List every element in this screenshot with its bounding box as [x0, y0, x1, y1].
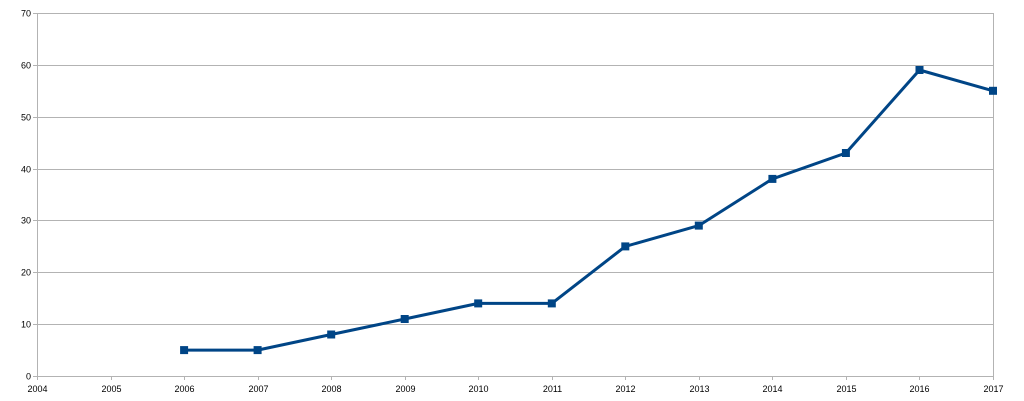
data-point-2007	[253, 346, 262, 355]
data-point-2017	[989, 86, 997, 95]
data-point-2013	[694, 221, 703, 230]
series-line-0	[182, 68, 995, 352]
data-point-2009	[400, 315, 409, 323]
x-tick-label-1: 2005	[101, 384, 121, 394]
grid-lines	[37, 13, 993, 377]
x-tick-label-9: 2013	[689, 384, 709, 394]
x-tick-label-12: 2016	[909, 384, 929, 394]
y-tick-label-1: 10	[21, 320, 31, 330]
x-tick-label-11: 2015	[836, 384, 856, 394]
x-tick-label-6: 2010	[468, 384, 488, 394]
data-point-2012	[621, 242, 630, 251]
y-tick-labels: 0 10 20 30 40 50 60 70	[21, 9, 31, 382]
y-tick-label-0: 0	[26, 372, 31, 382]
x-tick-label-13: 2017	[983, 384, 1003, 394]
data-point-2006	[180, 346, 189, 355]
y-tick-label-6: 60	[21, 61, 31, 71]
data-point-2011	[547, 299, 556, 308]
x-tick-labels: 2004 2005 2006 2007 2008 2009 2010 2011 2012 2013…	[27, 384, 1003, 394]
x-tick-label-0: 2004	[27, 384, 47, 394]
data-point-2014	[768, 174, 777, 183]
x-tick-label-10: 2014	[762, 384, 782, 394]
x-tick-label-3: 2007	[248, 384, 268, 394]
axes	[33, 13, 994, 380]
x-tick-label-7: 2011	[543, 384, 562, 394]
data-point-2010	[474, 299, 483, 308]
y-tick-label-5: 50	[21, 113, 31, 123]
series-lines	[182, 68, 995, 352]
data-point-2008	[327, 330, 336, 339]
x-tick-label-5: 2009	[395, 384, 415, 394]
x-tick-label-8: 2012	[615, 384, 635, 394]
data-point-2016	[915, 66, 924, 74]
series-markers	[180, 66, 997, 355]
x-tick-label-2: 2006	[174, 384, 194, 394]
data-point-2015	[841, 149, 850, 157]
y-tick-label-2: 20	[21, 268, 31, 278]
y-tick-label-4: 40	[21, 165, 31, 175]
y-tick-label-3: 30	[21, 216, 31, 226]
x-tick-label-4: 2008	[321, 384, 341, 394]
y-tick-label-7: 70	[21, 9, 31, 19]
